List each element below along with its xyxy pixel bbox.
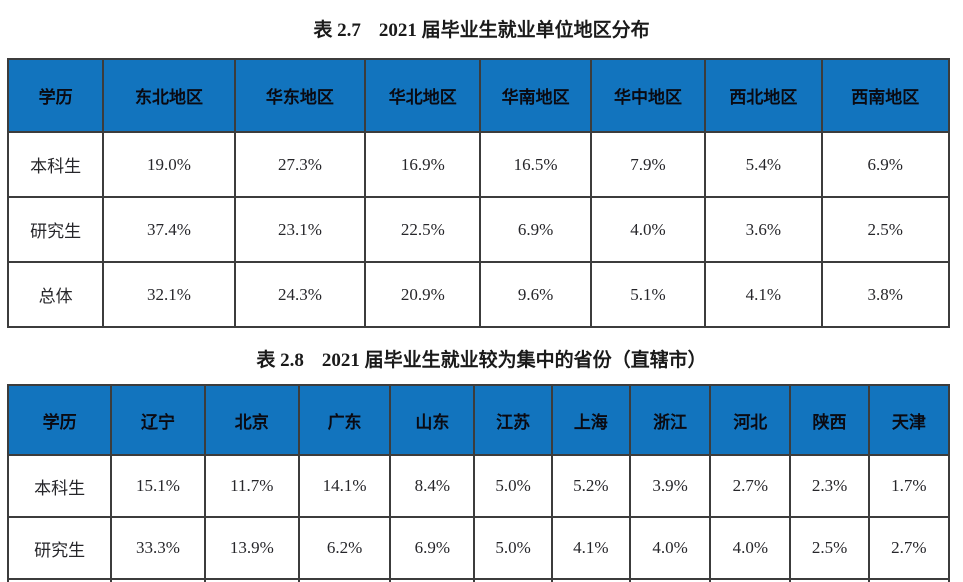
table-cell: 15.1% bbox=[110, 454, 206, 518]
table-cell: 2.5% bbox=[789, 516, 870, 580]
table-cell: 6.9% bbox=[389, 516, 476, 580]
table-header-row: 学历 东北地区 华东地区 华北地区 华南地区 华中地区 西北地区 西南地区 bbox=[6, 58, 951, 133]
table-cell: 5.4% bbox=[704, 131, 823, 198]
table-cell-truncated bbox=[297, 578, 392, 582]
table-row: 本科生 19.0% 27.3% 16.9% 16.5% 7.9% 5.4% 6.… bbox=[6, 131, 951, 198]
table-cell-truncated bbox=[628, 578, 712, 582]
column-header: 学历 bbox=[6, 58, 105, 133]
column-header: 西北地区 bbox=[704, 58, 823, 133]
table-2-7-title-text: 2021 届毕业生就业单位地区分布 bbox=[378, 20, 650, 41]
column-header: 上海 bbox=[550, 384, 631, 456]
table-cell-truncated bbox=[867, 578, 951, 582]
table-cell-truncated bbox=[6, 578, 113, 582]
table-cell: 4.0% bbox=[628, 516, 712, 580]
column-header: 北京 bbox=[203, 384, 300, 456]
table-row: 本科生 15.1% 11.7% 14.1% 8.4% 5.0% 5.2% 3.9… bbox=[6, 454, 951, 518]
table-2-7: 学历 东北地区 华东地区 华北地区 华南地区 华中地区 西北地区 西南地区 本科… bbox=[6, 58, 951, 328]
table-2-7-title-prefix: 表 2.7 bbox=[313, 20, 361, 41]
table-cell: 20.9% bbox=[364, 261, 482, 328]
table-cell-truncated bbox=[709, 578, 792, 582]
table-cell: 2.7% bbox=[709, 454, 792, 518]
table-cell: 13.9% bbox=[203, 516, 300, 580]
column-header: 华东地区 bbox=[233, 58, 367, 133]
row-label: 研究生 bbox=[6, 516, 113, 580]
table-cell: 32.1% bbox=[102, 261, 236, 328]
column-header: 河北 bbox=[709, 384, 792, 456]
column-header: 学历 bbox=[6, 384, 113, 456]
table-cell-truncated bbox=[473, 578, 553, 582]
row-label: 本科生 bbox=[6, 454, 113, 518]
table-2-8: 学历 辽宁 北京 广东 山东 江苏 上海 浙江 河北 陕西 天津 本科生 15.… bbox=[6, 384, 951, 582]
table-cell: 11.7% bbox=[203, 454, 300, 518]
table-cell: 2.5% bbox=[820, 196, 951, 263]
table-2-8-title: 表 2.8 2021 届毕业生就业较为集中的省份（直辖市） bbox=[0, 348, 963, 374]
table-cell: 23.1% bbox=[233, 196, 367, 263]
column-header: 东北地区 bbox=[102, 58, 236, 133]
table-cell: 1.7% bbox=[867, 454, 951, 518]
column-header: 浙江 bbox=[628, 384, 712, 456]
table-cell: 8.4% bbox=[389, 454, 476, 518]
table-cell: 4.1% bbox=[704, 261, 823, 328]
table-cell: 33.3% bbox=[110, 516, 206, 580]
table-cell: 5.0% bbox=[473, 454, 553, 518]
table-cell: 4.0% bbox=[589, 196, 707, 263]
table-cell: 7.9% bbox=[589, 131, 707, 198]
column-header: 华北地区 bbox=[364, 58, 482, 133]
table-cell: 24.3% bbox=[233, 261, 367, 328]
table-row: 研究生 33.3% 13.9% 6.2% 6.9% 5.0% 4.1% 4.0%… bbox=[6, 516, 951, 580]
row-label: 总体 bbox=[6, 261, 105, 328]
table-cell: 3.6% bbox=[704, 196, 823, 263]
column-header: 华中地区 bbox=[589, 58, 707, 133]
table-row-truncated bbox=[6, 578, 951, 582]
column-header: 辽宁 bbox=[110, 384, 206, 456]
table-cell: 5.0% bbox=[473, 516, 553, 580]
table-cell: 5.2% bbox=[550, 454, 631, 518]
table-cell: 16.9% bbox=[364, 131, 482, 198]
column-header: 陕西 bbox=[789, 384, 870, 456]
table-cell: 6.9% bbox=[479, 196, 592, 263]
table-cell: 5.1% bbox=[589, 261, 707, 328]
row-label: 研究生 bbox=[6, 196, 105, 263]
column-header: 江苏 bbox=[473, 384, 553, 456]
table-header-row: 学历 辽宁 北京 广东 山东 江苏 上海 浙江 河北 陕西 天津 bbox=[6, 384, 951, 456]
table-cell-truncated bbox=[789, 578, 870, 582]
table-cell-truncated bbox=[110, 578, 206, 582]
table-cell: 2.7% bbox=[867, 516, 951, 580]
table-cell: 3.9% bbox=[628, 454, 712, 518]
table-cell: 19.0% bbox=[102, 131, 236, 198]
table-cell: 4.0% bbox=[709, 516, 792, 580]
table-2-7-title: 表 2.7 2021 届毕业生就业单位地区分布 bbox=[0, 18, 963, 44]
row-label: 本科生 bbox=[6, 131, 105, 198]
table-cell: 16.5% bbox=[479, 131, 592, 198]
table-cell: 37.4% bbox=[102, 196, 236, 263]
table-cell: 4.1% bbox=[550, 516, 631, 580]
column-header: 广东 bbox=[297, 384, 392, 456]
table-cell-truncated bbox=[389, 578, 476, 582]
table-row: 研究生 37.4% 23.1% 22.5% 6.9% 4.0% 3.6% 2.5… bbox=[6, 196, 951, 263]
table-cell: 2.3% bbox=[789, 454, 870, 518]
table-cell-truncated bbox=[550, 578, 631, 582]
table-cell: 6.9% bbox=[820, 131, 951, 198]
column-header: 天津 bbox=[867, 384, 951, 456]
column-header: 山东 bbox=[389, 384, 476, 456]
column-header: 华南地区 bbox=[479, 58, 592, 133]
table-2-8-title-text: 2021 届毕业生就业较为集中的省份（直辖市） bbox=[321, 350, 707, 371]
table-cell: 3.8% bbox=[820, 261, 951, 328]
table-cell-truncated bbox=[203, 578, 300, 582]
table-cell: 9.6% bbox=[479, 261, 592, 328]
table-2-8-title-prefix: 表 2.8 bbox=[256, 350, 304, 371]
table-cell: 27.3% bbox=[233, 131, 367, 198]
table-cell: 22.5% bbox=[364, 196, 482, 263]
column-header: 西南地区 bbox=[820, 58, 951, 133]
table-row: 总体 32.1% 24.3% 20.9% 9.6% 5.1% 4.1% 3.8% bbox=[6, 261, 951, 328]
table-cell: 6.2% bbox=[297, 516, 392, 580]
table-cell: 14.1% bbox=[297, 454, 392, 518]
